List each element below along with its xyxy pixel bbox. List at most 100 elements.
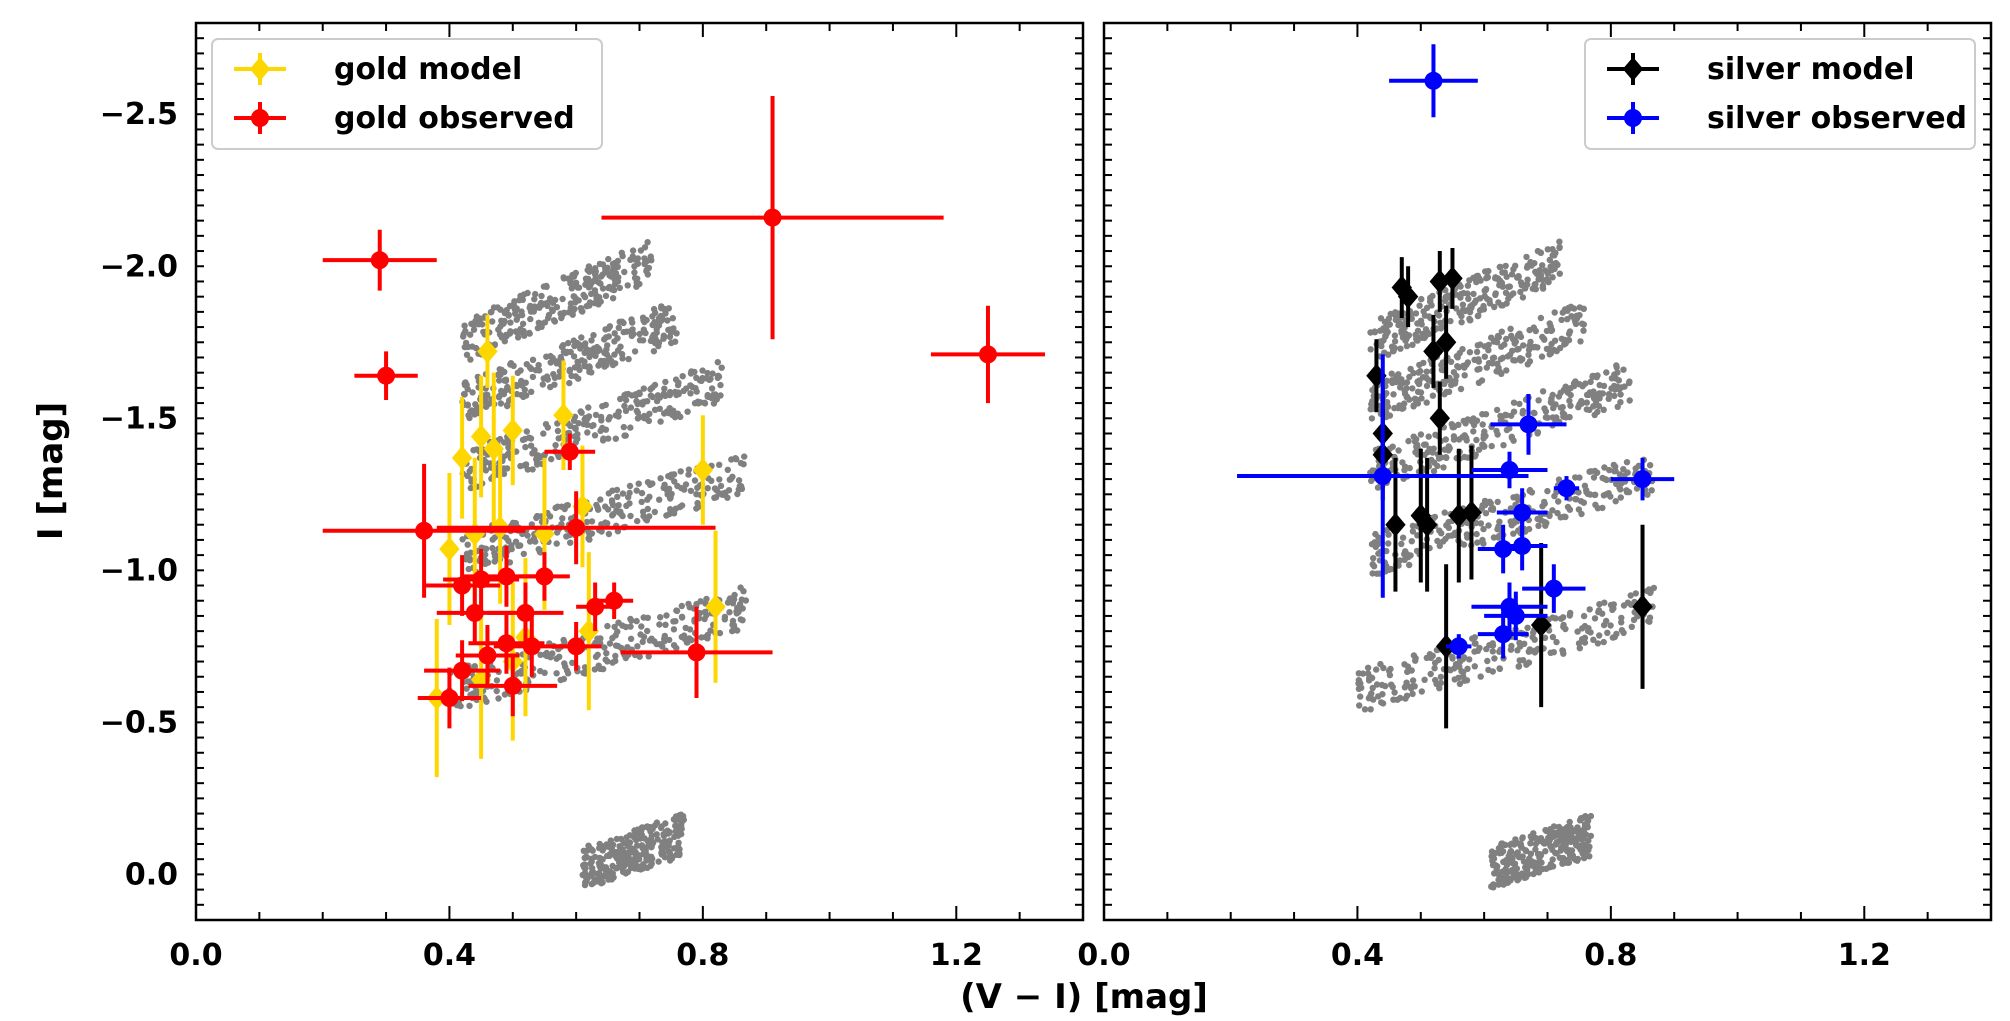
- track-dot: [667, 495, 674, 502]
- track-dot: [1369, 386, 1376, 394]
- legend-box: [1584, 38, 1976, 150]
- track-dot: [644, 271, 651, 278]
- track-dot: [489, 318, 496, 325]
- data-point: [377, 366, 396, 385]
- track-dot: [626, 855, 633, 862]
- track-dot: [465, 565, 472, 573]
- data-point: [497, 567, 516, 586]
- track-dot: [667, 506, 674, 513]
- track-dot: [1579, 383, 1586, 390]
- track-dot: [1559, 647, 1566, 654]
- track-dot: [1410, 403, 1417, 410]
- track-dot: [628, 392, 636, 399]
- track-dot: [524, 466, 531, 473]
- track-dot: [1632, 465, 1639, 472]
- track-dot: [1565, 829, 1572, 837]
- track-dot: [625, 355, 632, 363]
- track-dot: [1580, 612, 1588, 620]
- track-dot: [1553, 638, 1560, 646]
- track-dot: [1612, 498, 1619, 505]
- track-dot: [1510, 530, 1517, 537]
- track-dot: [644, 479, 652, 486]
- track-dot: [1434, 537, 1441, 545]
- track-dot: [1576, 645, 1584, 652]
- track-dot: [1566, 847, 1573, 854]
- track-dot: [1488, 442, 1495, 450]
- track-dot: [1423, 368, 1430, 375]
- track-dot: [657, 418, 664, 425]
- track-dot: [639, 508, 647, 515]
- track-dot: [629, 247, 637, 254]
- track-dot: [586, 536, 593, 543]
- track-dot: [611, 623, 618, 631]
- track-dot: [1460, 417, 1467, 425]
- data-point: [763, 208, 782, 227]
- track-dot: [665, 409, 672, 417]
- track-dot: [572, 279, 580, 286]
- track-dot: [1457, 385, 1465, 393]
- track-dot: [1569, 852, 1577, 859]
- track-dot: [1429, 449, 1436, 456]
- track-dot: [621, 402, 628, 410]
- track-dot: [1402, 682, 1410, 689]
- track-dot: [1505, 852, 1513, 860]
- track-dot: [1561, 306, 1569, 313]
- track-dot: [608, 842, 616, 850]
- track-dot: [1561, 859, 1568, 867]
- track-dot: [1555, 498, 1562, 505]
- data-point: [477, 339, 498, 364]
- track-dot: [1510, 408, 1518, 415]
- track-dot: [1490, 534, 1498, 541]
- track-dot: [1506, 351, 1514, 358]
- track-dot: [1409, 690, 1416, 698]
- track-dot: [1397, 380, 1405, 387]
- track-dot: [470, 690, 477, 697]
- track-dot: [1437, 319, 1444, 326]
- track-dot: [514, 369, 521, 376]
- track-dot: [596, 361, 603, 368]
- track-dot: [1442, 436, 1450, 443]
- track-dot: [646, 513, 653, 520]
- data-point: [978, 345, 997, 364]
- track-dot: [588, 279, 595, 286]
- track-dot: [1586, 853, 1593, 860]
- track-dot: [1514, 274, 1521, 281]
- track-dot: [1389, 346, 1397, 353]
- track-dot: [558, 343, 566, 351]
- track-dot: [1484, 274, 1492, 281]
- track-dot: [460, 333, 467, 340]
- axis-ticks: [1103, 23, 1992, 920]
- track-dot: [712, 485, 719, 493]
- track-dot: [1496, 665, 1504, 673]
- track-dot: [1567, 838, 1575, 846]
- track-dot: [1630, 616, 1638, 624]
- legend: silver model silver observed: [1584, 38, 1976, 150]
- track-dot: [1388, 370, 1395, 377]
- track-dot: [559, 515, 566, 522]
- track-dot: [1398, 405, 1406, 412]
- track-dot: [666, 857, 674, 864]
- track-dot: [602, 426, 610, 433]
- track-dot: [522, 443, 529, 451]
- track-dot: [464, 541, 471, 548]
- track-dot: [615, 324, 622, 331]
- track-dot: [1577, 338, 1584, 345]
- track-dot: [1465, 295, 1472, 302]
- track-dot: [608, 497, 616, 504]
- track-dot: [599, 285, 607, 292]
- track-dot: [1503, 426, 1511, 434]
- track-dot: [1547, 399, 1555, 406]
- track-dot: [1355, 685, 1363, 693]
- track-dot: [1372, 543, 1380, 551]
- track-dot: [1473, 436, 1480, 444]
- track-dot: [581, 664, 589, 671]
- data-point: [1544, 579, 1563, 598]
- track-dot: [1473, 348, 1481, 356]
- track-dot: [1476, 307, 1484, 314]
- track-dot: [467, 356, 474, 363]
- track-dot: [469, 389, 476, 396]
- track-dot: [1466, 309, 1474, 316]
- track-dot: [507, 319, 514, 326]
- track-dot: [1603, 476, 1610, 484]
- track-dot: [591, 432, 599, 439]
